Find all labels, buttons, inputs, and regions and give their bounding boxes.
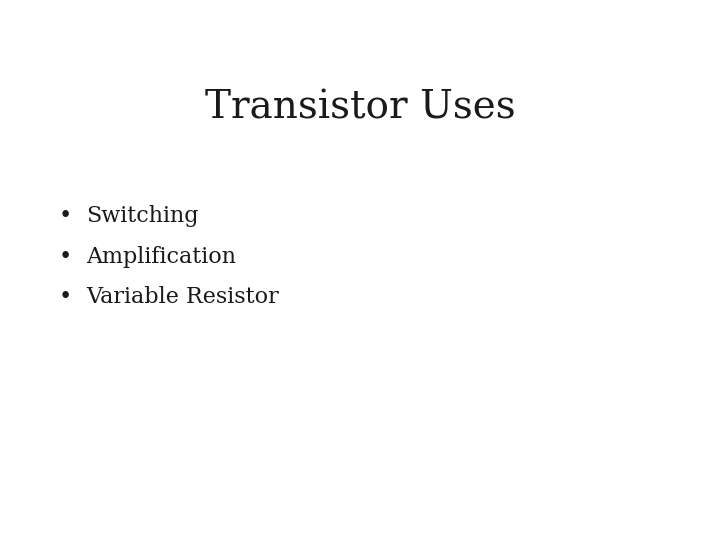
Text: Amplification: Amplification [86,246,236,267]
Text: •: • [58,246,71,267]
Text: Transistor Uses: Transistor Uses [204,90,516,126]
Text: Variable Resistor: Variable Resistor [86,286,279,308]
Text: Switching: Switching [86,205,199,227]
Text: •: • [58,205,71,227]
Text: •: • [58,286,71,308]
